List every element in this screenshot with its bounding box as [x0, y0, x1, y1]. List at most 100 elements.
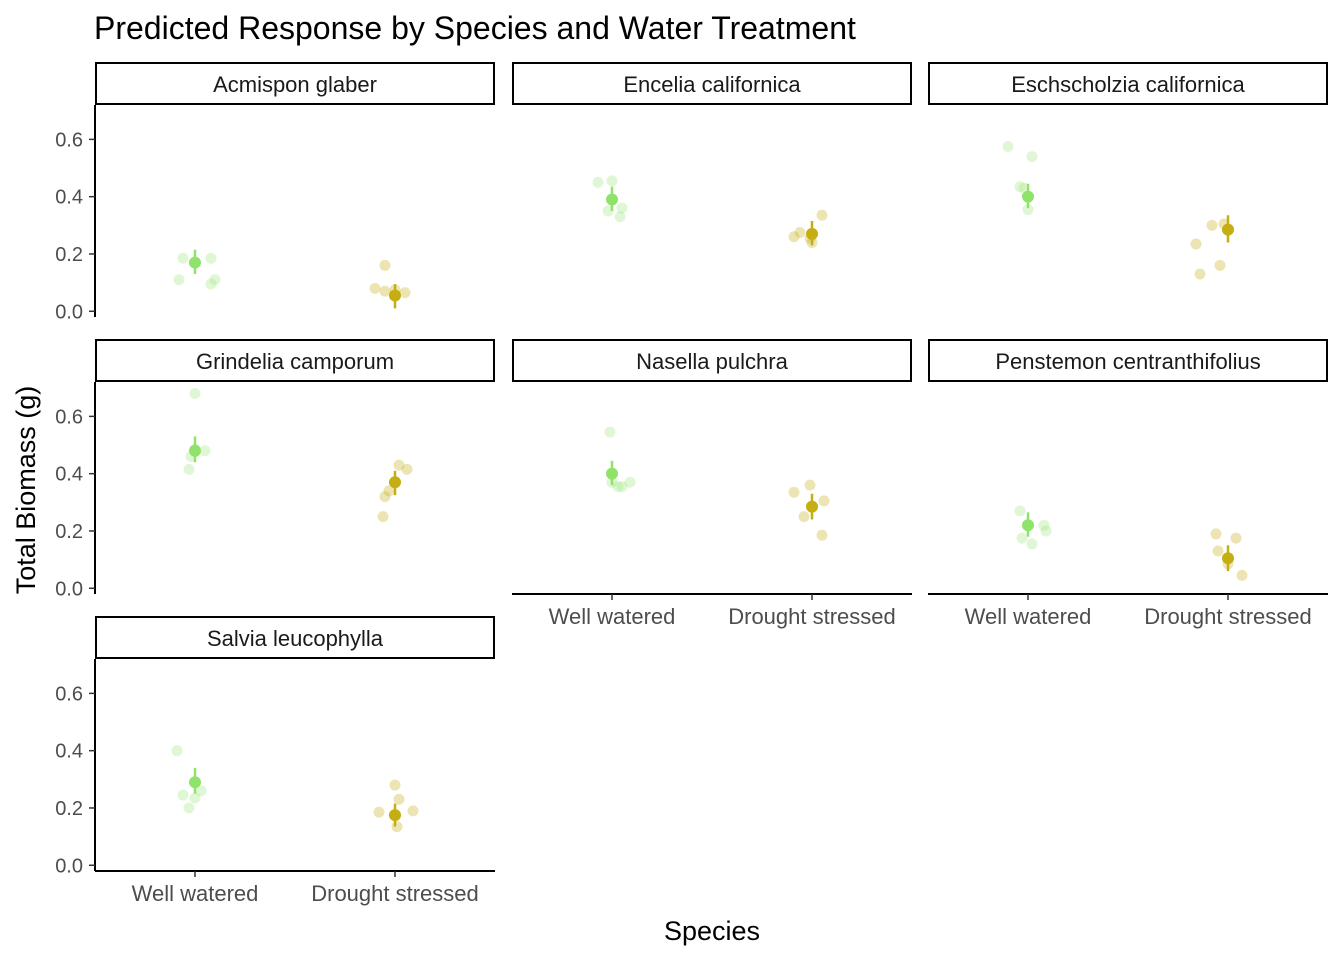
raw-point — [393, 793, 405, 805]
mean-point — [606, 193, 618, 206]
raw-point — [816, 209, 828, 221]
raw-point — [383, 485, 395, 497]
y-tick-label: 0.6 — [55, 406, 83, 428]
facet-label: Salvia leucophylla — [207, 626, 384, 651]
facet-label: Acmispon glaber — [213, 72, 377, 97]
raw-point — [816, 529, 828, 541]
raw-point — [391, 821, 403, 833]
raw-point — [205, 278, 217, 290]
raw-point — [1014, 505, 1026, 517]
raw-point — [1038, 519, 1050, 531]
y-tick-label: 0.0 — [55, 578, 83, 600]
raw-point — [1002, 141, 1014, 153]
raw-point — [173, 274, 185, 286]
x-tick-label: Well watered — [132, 881, 259, 906]
raw-point — [1214, 259, 1226, 271]
mean-point — [1222, 552, 1234, 565]
raw-point — [606, 175, 618, 187]
x-tick-label: Drought stressed — [311, 881, 479, 906]
facet-label: Eschscholzia californica — [1011, 72, 1245, 97]
y-axis-title: Total Biomass (g) — [11, 386, 41, 595]
raw-point — [592, 176, 604, 188]
raw-point — [1212, 545, 1224, 557]
x-tick-label: Well watered — [549, 604, 676, 629]
raw-point — [399, 287, 411, 299]
raw-point — [407, 805, 419, 817]
facet-panels: Acmispon glaber 0.0 0.2 0.4 0.6 Encelia calif… — [55, 62, 1328, 906]
raw-point — [379, 259, 391, 271]
raw-point — [183, 802, 195, 814]
raw-point — [1210, 528, 1222, 540]
raw-point — [1190, 238, 1202, 250]
raw-point — [818, 495, 830, 507]
y-tick-label: 0.4 — [55, 464, 83, 486]
raw-point — [379, 491, 391, 503]
raw-point — [177, 789, 189, 801]
raw-point — [377, 511, 389, 523]
raw-point — [1026, 538, 1038, 550]
raw-point — [1026, 151, 1038, 163]
y-tick-label: 0.6 — [55, 129, 83, 151]
raw-point — [788, 231, 800, 243]
y-tick-label: 0.4 — [55, 741, 83, 763]
raw-point — [788, 486, 800, 498]
raw-point — [1236, 569, 1248, 581]
facet-panel: Acmispon glaber 0.0 0.2 0.4 0.6 — [55, 62, 495, 323]
mean-point — [189, 256, 201, 269]
facet-panel: Eschscholzia californica — [928, 62, 1328, 280]
y-tick-label: 0.6 — [55, 683, 83, 705]
chart-title: Predicted Response by Species and Water … — [94, 10, 856, 46]
facet-strip — [512, 62, 912, 105]
raw-point — [401, 463, 413, 475]
y-tick-label: 0.2 — [55, 244, 83, 266]
facet-panel: Penstemon centranthifolius Well watered Dr… — [928, 339, 1328, 629]
raw-point — [393, 459, 405, 471]
raw-point — [209, 274, 221, 286]
mean-point — [189, 444, 201, 457]
mean-point — [1022, 519, 1034, 532]
raw-point — [389, 779, 401, 791]
mean-point — [806, 227, 818, 240]
x-axis-title: Species — [664, 916, 760, 946]
x-tick-label: Drought stressed — [728, 604, 896, 629]
y-tick-label: 0.0 — [55, 301, 83, 323]
facet-strip — [95, 62, 495, 105]
mean-point — [606, 467, 618, 480]
raw-point — [171, 745, 183, 757]
facet-label: Penstemon centranthifolius — [995, 349, 1260, 374]
mean-point — [389, 289, 401, 302]
mean-point — [806, 500, 818, 513]
raw-point — [804, 479, 816, 491]
raw-point — [616, 202, 628, 214]
facet-strip — [512, 339, 912, 382]
facet-panel: Grindelia camporum 0.0 0.2 0.4 0.6 — [55, 339, 495, 600]
y-tick-label: 0.2 — [55, 521, 83, 543]
facet-panel: Salvia leucophylla 0.0 0.2 0.4 0.6 Well water… — [55, 616, 495, 906]
facet-label: Encelia californica — [623, 72, 801, 97]
raw-point — [624, 476, 636, 488]
raw-point — [199, 445, 211, 457]
facet-strip — [928, 62, 1328, 105]
mean-point — [1222, 223, 1234, 236]
raw-point — [616, 481, 628, 493]
raw-point — [1022, 204, 1034, 216]
raw-point — [205, 252, 217, 264]
mean-point — [189, 776, 201, 789]
y-tick-label: 0.2 — [55, 798, 83, 820]
x-tick-label: Well watered — [965, 604, 1092, 629]
y-tick-label: 0.4 — [55, 187, 83, 209]
raw-point — [794, 226, 806, 238]
facet-panel: Encelia californica — [512, 62, 912, 249]
facet-strip — [95, 339, 495, 382]
raw-point — [1206, 219, 1218, 231]
mean-point — [389, 809, 401, 822]
raw-point — [604, 426, 616, 438]
mean-point — [1022, 190, 1034, 203]
raw-point — [612, 481, 624, 493]
raw-point — [1016, 532, 1028, 544]
raw-point — [1040, 525, 1052, 537]
facet-strip — [928, 339, 1328, 382]
raw-point — [373, 806, 385, 818]
raw-point — [177, 252, 189, 264]
